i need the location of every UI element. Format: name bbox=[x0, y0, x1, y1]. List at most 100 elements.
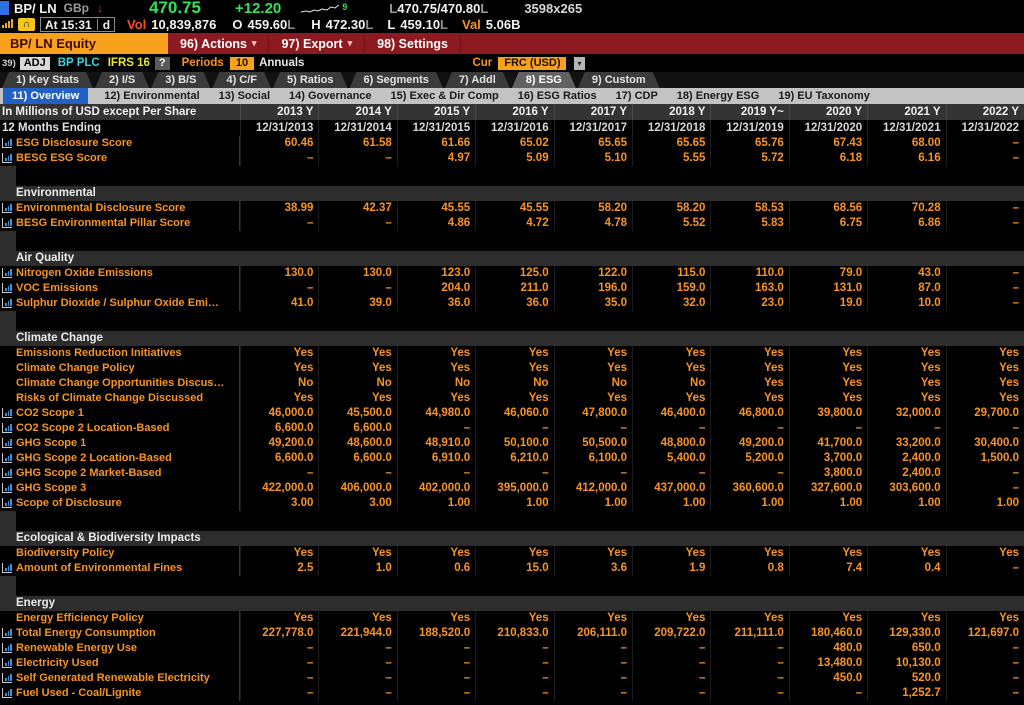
row-label[interactable]: CO2 Scope 2 Location-Based bbox=[16, 421, 240, 436]
subtab-overview[interactable]: 11) Overview bbox=[3, 88, 89, 104]
row-label[interactable]: Risks of Climate Change Discussed bbox=[16, 391, 240, 406]
value-cell: 1.00 bbox=[788, 496, 867, 511]
subtab-social[interactable]: 13) Social bbox=[218, 90, 270, 102]
bid-ask-range: L470.75/470.80L bbox=[389, 1, 488, 16]
row-label[interactable]: Renewable Energy Use bbox=[16, 641, 240, 656]
row-label[interactable]: Scope of Disclosure bbox=[16, 496, 240, 511]
actions-menu[interactable]: 96) Actions ▾ bbox=[168, 33, 270, 54]
row-label[interactable]: GHG Scope 2 Market-Based bbox=[16, 466, 240, 481]
row-label[interactable]: Electricity Used bbox=[16, 656, 240, 671]
unit-note: In Millions of USD except Per Share bbox=[2, 106, 197, 118]
tab-key-stats[interactable]: 1) Key Stats bbox=[2, 72, 93, 88]
chart-icon[interactable] bbox=[2, 218, 13, 228]
time-chip[interactable]: At 15:31 d bbox=[40, 17, 116, 32]
row-label[interactable]: BESG Environmental Pillar Score bbox=[16, 216, 240, 231]
value-cell: 131.0 bbox=[788, 281, 867, 296]
periods-count-field[interactable]: 10 bbox=[229, 56, 255, 70]
row-label[interactable]: Sulphur Dioxide / Sulphur Oxide Emi… bbox=[16, 296, 240, 311]
chart-icon[interactable] bbox=[2, 483, 13, 493]
subtab-cdp[interactable]: 17) CDP bbox=[615, 90, 658, 102]
chevron-down-icon[interactable]: ▾ bbox=[574, 56, 585, 70]
table-row: GHG Scope 3 422,000.0 406,000.0 402,000.0 39… bbox=[0, 481, 1024, 496]
chart-icon[interactable] bbox=[2, 453, 13, 463]
row-label[interactable]: Biodiversity Policy bbox=[16, 546, 240, 561]
value-cell: 221,944.0 bbox=[318, 626, 396, 641]
tab-custom[interactable]: 9) Custom bbox=[578, 72, 660, 88]
subtab-exec-dir-comp[interactable]: 15) Exec & Dir Comp bbox=[390, 90, 499, 102]
tab-i-s[interactable]: 2) I/S bbox=[95, 72, 149, 88]
subtab-governance[interactable]: 14) Governance bbox=[289, 90, 372, 102]
export-menu[interactable]: 97) Export ▾ bbox=[269, 33, 366, 54]
row-label[interactable]: Fuel Used - Coal/Lignite bbox=[16, 686, 240, 701]
row-label[interactable]: BESG ESG Score bbox=[16, 151, 240, 166]
table-row: ESG Disclosure Score 60.46 61.58 61.66 65.02… bbox=[0, 136, 1024, 151]
chart-icon[interactable] bbox=[2, 268, 13, 278]
row-label[interactable]: GHG Scope 1 bbox=[16, 436, 240, 451]
row-label[interactable]: Environmental Disclosure Score bbox=[16, 201, 240, 216]
row-label[interactable]: Energy Efficiency Policy bbox=[16, 611, 240, 626]
value-cell: 58.20 bbox=[553, 201, 632, 216]
chart-icon[interactable] bbox=[2, 468, 13, 478]
subtab-esg-ratios[interactable]: 16) ESG Ratios bbox=[517, 90, 597, 102]
row-label[interactable]: Self Generated Renewable Electricity bbox=[16, 671, 240, 686]
chart-icon[interactable] bbox=[2, 298, 13, 308]
chart-icon[interactable] bbox=[2, 408, 13, 418]
currency-select[interactable]: FRC (USD) bbox=[498, 56, 567, 70]
value-cell: 6.16 bbox=[867, 151, 945, 166]
value-cell: 0.4 bbox=[867, 561, 945, 576]
value-cell: 1.00 bbox=[475, 496, 553, 511]
adj-toggle[interactable]: ADJ bbox=[19, 56, 50, 70]
tab-addl[interactable]: 7) Addl bbox=[445, 72, 510, 88]
chart-icon[interactable] bbox=[2, 203, 13, 213]
tab-segments[interactable]: 6) Segments bbox=[350, 72, 443, 88]
row-label[interactable]: ESG Disclosure Score bbox=[16, 136, 240, 151]
row-label[interactable]: Total Energy Consumption bbox=[16, 626, 240, 641]
value-cell: 520.0 bbox=[867, 671, 945, 686]
settings-menu[interactable]: 98) Settings bbox=[365, 33, 461, 54]
chart-icon[interactable] bbox=[2, 153, 13, 163]
value-cell: Yes bbox=[788, 361, 867, 376]
chart-icon[interactable] bbox=[2, 563, 13, 573]
security-chip[interactable]: BP/ LN Equity bbox=[0, 33, 168, 54]
alert-icon[interactable]: ∩ bbox=[18, 18, 35, 31]
value-cell: 46,800.0 bbox=[710, 406, 788, 421]
value-cell: – bbox=[710, 641, 788, 656]
row-label[interactable]: Climate Change Policy bbox=[16, 361, 240, 376]
value-cell: – bbox=[945, 656, 1024, 671]
value-cell: 2,400.0 bbox=[867, 451, 945, 466]
chart-icon[interactable] bbox=[2, 688, 13, 698]
chart-icon[interactable] bbox=[2, 438, 13, 448]
tab-c-f[interactable]: 4) C/F bbox=[212, 72, 271, 88]
row-gutter bbox=[0, 186, 16, 201]
chart-icon[interactable] bbox=[2, 498, 13, 508]
subtab-eu-taxonomy[interactable]: 19) EU Taxonomy bbox=[778, 90, 870, 102]
chart-icon[interactable] bbox=[2, 628, 13, 638]
help-button[interactable]: ? bbox=[154, 56, 170, 70]
panel-grip-icon[interactable] bbox=[0, 1, 9, 15]
tab-b-s[interactable]: 3) B/S bbox=[151, 72, 210, 88]
row-label[interactable]: GHG Scope 3 bbox=[16, 481, 240, 496]
value-cell: 13,480.0 bbox=[788, 656, 867, 671]
chart-icon[interactable] bbox=[2, 423, 13, 433]
chart-icon[interactable] bbox=[2, 138, 13, 148]
row-label[interactable]: GHG Scope 2 Location-Based bbox=[16, 451, 240, 466]
chart-icon[interactable] bbox=[2, 643, 13, 653]
row-label[interactable]: VOC Emissions bbox=[16, 281, 240, 296]
row-label[interactable]: CO2 Scope 1 bbox=[16, 406, 240, 421]
value-cell: Yes bbox=[318, 611, 396, 626]
row-label[interactable]: Amount of Environmental Fines bbox=[16, 561, 240, 576]
subtab-environmental[interactable]: 12) Environmental bbox=[104, 90, 200, 102]
tab-ratios[interactable]: 5) Ratios bbox=[273, 72, 347, 88]
subtab-energy-esg[interactable]: 18) Energy ESG bbox=[676, 90, 760, 102]
row-label[interactable]: Emissions Reduction Initiatives bbox=[16, 346, 240, 361]
chart-icon[interactable] bbox=[2, 283, 13, 293]
value-cell: 1.00 bbox=[553, 496, 632, 511]
value-cell: No bbox=[240, 376, 318, 391]
row-label[interactable]: Nitrogen Oxide Emissions bbox=[16, 266, 240, 281]
chart-icon[interactable] bbox=[2, 658, 13, 668]
value-cell: 65.76 bbox=[710, 136, 788, 151]
chart-icon[interactable] bbox=[2, 673, 13, 683]
row-label[interactable]: Climate Change Opportunities Discus… bbox=[16, 376, 240, 391]
tab-esg[interactable]: 8) ESG bbox=[512, 72, 576, 88]
